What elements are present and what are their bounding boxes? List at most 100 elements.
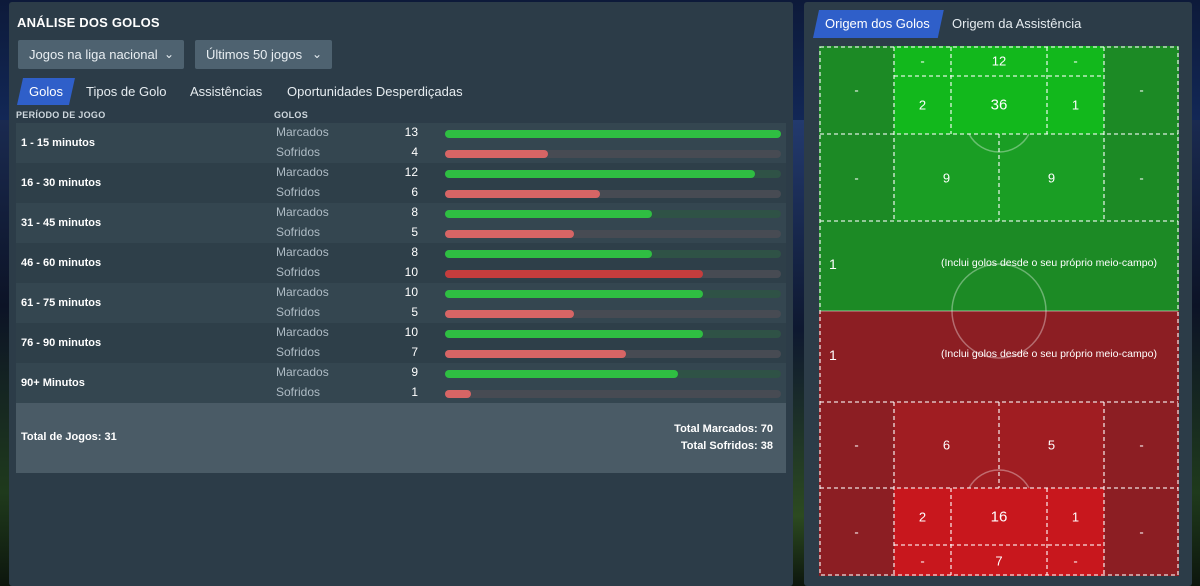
attack-edge-wing-right-zone: - <box>1104 134 1179 221</box>
period-label: 90+ Minutos <box>21 377 85 389</box>
conceded-label: Sofridos <box>276 265 321 279</box>
defence-six-yard-center-zone: 7 <box>951 545 1047 576</box>
scored-value: 9 <box>411 365 418 379</box>
scored-bar-track <box>445 290 781 298</box>
tab-label: Assistências <box>190 84 263 99</box>
defence-box-right-zone: 1 <box>1047 488 1104 545</box>
competition-filter-label: Jogos na liga nacional <box>29 47 158 62</box>
penalty-arc-top <box>968 133 1030 153</box>
attack-wing-left-zone: - <box>819 46 894 134</box>
period-label: 76 - 90 minutos <box>21 337 102 349</box>
attack-wing-right-zone: - <box>1104 46 1179 134</box>
defence-box-left-zone: 2 <box>894 488 951 545</box>
tab-origem-da-assistencia[interactable]: Origem da Assistência <box>952 10 1081 38</box>
defence-edge-wing-left-zone: - <box>819 402 894 488</box>
conceded-value: 6 <box>411 185 418 199</box>
scored-value: 10 <box>404 285 418 299</box>
center-circle <box>951 263 1047 359</box>
scored-bar-fill <box>445 170 755 178</box>
goal-origin-panel: Origem dos Golos Origem da Assistência -… <box>804 2 1192 586</box>
defence-edge-left-zone: 6 <box>894 402 999 488</box>
defence-own-half-value: 1 <box>829 347 837 363</box>
table-row: 46 - 60 minutos Marcados 8 Sofridos 10 <box>16 243 786 283</box>
conceded-bar-fill <box>445 310 574 318</box>
conceded-value: 10 <box>404 265 418 279</box>
table-row: 76 - 90 minutos Marcados 10 Sofridos 7 <box>16 323 786 363</box>
scored-value: 10 <box>404 325 418 339</box>
conceded-label: Sofridos <box>276 145 321 159</box>
attack-own-half-value: 1 <box>829 256 837 272</box>
competition-filter-dropdown[interactable]: Jogos na liga nacional ⌄ <box>18 40 184 69</box>
total-scored: Total Marcados: 70 <box>674 423 773 435</box>
scored-label: Marcados <box>276 325 329 339</box>
table-row: 1 - 15 minutos Marcados 13 Sofridos 4 <box>16 123 786 163</box>
attack-box-left-zone: 2 <box>894 76 951 134</box>
period-label: 1 - 15 minutos <box>21 137 95 149</box>
scored-label: Marcados <box>276 285 329 299</box>
scored-value: 12 <box>404 165 418 179</box>
total-games: Total de Jogos: 31 <box>21 431 117 443</box>
period-label: 16 - 30 minutos <box>21 177 102 189</box>
tab-tipos-de-golo[interactable]: Tipos de Golo <box>86 78 166 105</box>
attack-edge-right-zone: 9 <box>999 134 1104 221</box>
defence-six-yard-right-zone: - <box>1047 545 1104 576</box>
scored-label: Marcados <box>276 205 329 219</box>
games-range-filter-dropdown[interactable]: Últimos 50 jogos ⌄ <box>195 40 332 69</box>
goal-analysis-panel: ANÁLISE DOS GOLOS Jogos na liga nacional… <box>9 2 793 586</box>
tab-label: Origem da Assistência <box>952 16 1082 31</box>
pitch-outline <box>819 46 1179 576</box>
goal-origin-pitch: - - 12 - 2 36 1 - - 9 9 - 1 (Inclui golo… <box>819 46 1179 576</box>
scored-label: Marcados <box>276 125 329 139</box>
defence-wing-right-zone: - <box>1104 488 1179 576</box>
defence-box-center-zone: 16 <box>951 488 1047 545</box>
games-range-filter-label: Últimos 50 jogos <box>206 47 303 62</box>
conceded-label: Sofridos <box>276 305 321 319</box>
attack-six-yard-left-zone: - <box>894 46 951 76</box>
conceded-label: Sofridos <box>276 385 321 399</box>
tab-label: Origem dos Golos <box>825 16 930 31</box>
attack-own-half-zone <box>819 221 1179 311</box>
scored-label: Marcados <box>276 365 329 379</box>
conceded-bar-track <box>445 190 781 198</box>
conceded-bar-fill <box>445 390 471 398</box>
defence-edge-wing-right-zone: - <box>1104 402 1179 488</box>
conceded-bar-fill <box>445 270 703 278</box>
conceded-bar-track <box>445 310 781 318</box>
conceded-label: Sofridos <box>276 345 321 359</box>
defence-edge-right-zone: 5 <box>999 402 1104 488</box>
attack-six-yard-right-zone: - <box>1047 46 1104 76</box>
background-strip-right <box>1192 120 1200 586</box>
background-strip-middle <box>793 120 805 586</box>
column-header-period: PERÍODO DE JOGO <box>16 110 106 120</box>
scored-bar-track <box>445 170 781 178</box>
conceded-bar-track <box>445 390 781 398</box>
tab-label: Oportunidades Desperdiçadas <box>287 84 463 99</box>
conceded-bar-track <box>445 230 781 238</box>
period-label: 46 - 60 minutos <box>21 257 102 269</box>
attack-own-half-note: (Inclui golos desde o seu próprio meio-c… <box>941 257 1157 269</box>
scored-label: Marcados <box>276 165 329 179</box>
conceded-bar-track <box>445 150 781 158</box>
conceded-bar-track <box>445 270 781 278</box>
tab-assistencias[interactable]: Assistências <box>190 78 262 105</box>
conceded-bar-fill <box>445 190 600 198</box>
tab-origem-dos-golos[interactable]: Origem dos Golos <box>813 10 944 38</box>
conceded-value: 4 <box>411 145 418 159</box>
scored-bar-track <box>445 370 781 378</box>
conceded-value: 1 <box>411 385 418 399</box>
column-header-goals: GOLOS <box>274 110 309 120</box>
attack-six-yard-center-zone: 12 <box>951 46 1047 76</box>
scored-bar-fill <box>445 290 703 298</box>
tab-label: Golos <box>29 84 63 99</box>
scored-bar-fill <box>445 250 652 258</box>
scored-label: Marcados <box>276 245 329 259</box>
tab-oportunidades-desperdicadas[interactable]: Oportunidades Desperdiçadas <box>287 78 463 105</box>
attack-box-center-zone: 36 <box>951 76 1047 134</box>
panel-title: ANÁLISE DOS GOLOS <box>17 15 160 30</box>
defence-wing-left-zone: - <box>819 488 894 576</box>
penalty-arc-bottom <box>968 469 1030 489</box>
tab-golos[interactable]: Golos <box>17 78 75 105</box>
defence-six-yard-left-zone: - <box>894 545 951 576</box>
conceded-value: 5 <box>411 305 418 319</box>
period-label: 61 - 75 minutos <box>21 297 102 309</box>
